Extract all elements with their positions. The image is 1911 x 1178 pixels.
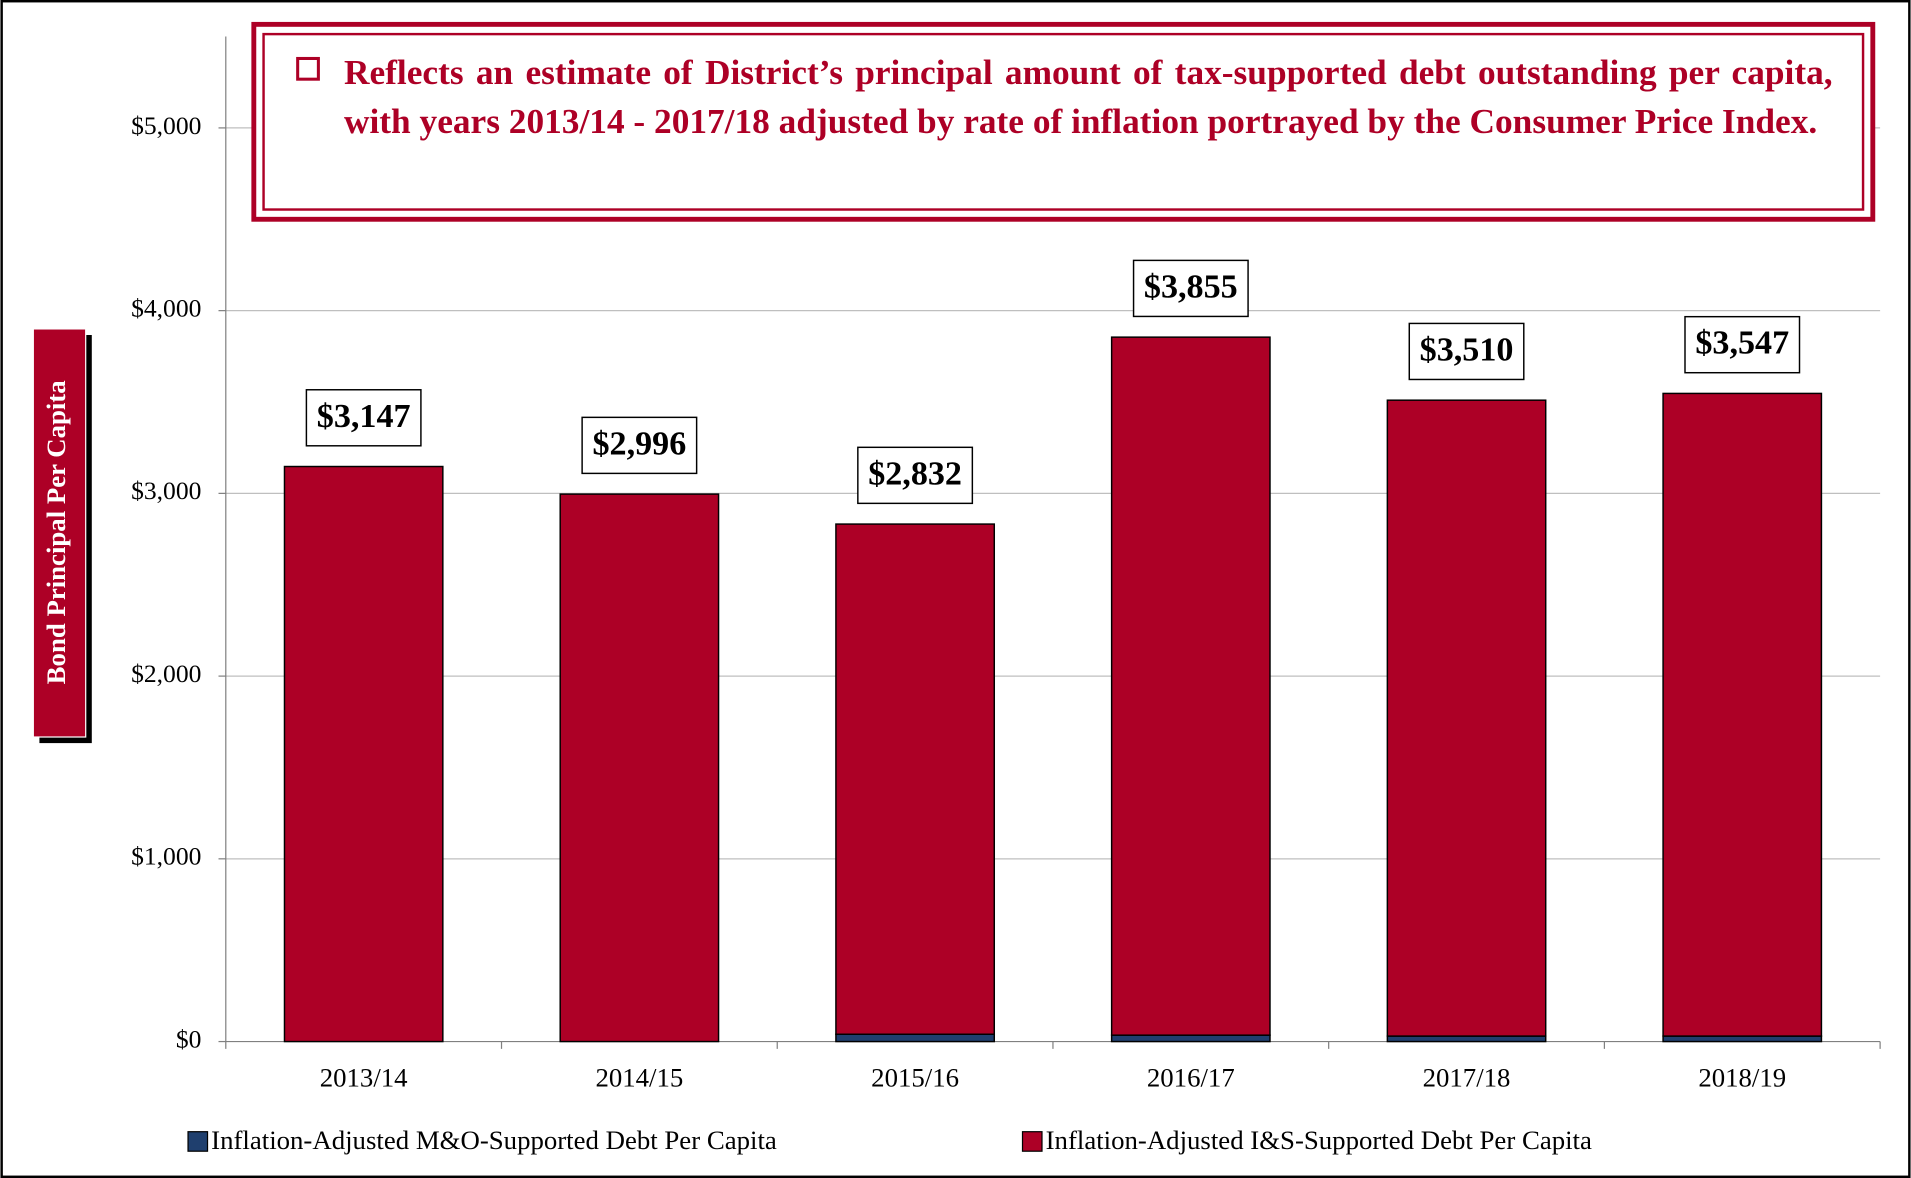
y-label-box bbox=[32, 328, 87, 738]
annotation-box bbox=[251, 21, 1876, 222]
y-tick-label: $3,000 bbox=[131, 476, 201, 505]
bar-segment bbox=[1110, 1034, 1271, 1043]
bar-segment bbox=[835, 523, 996, 1035]
bar-segment bbox=[1662, 392, 1823, 1037]
bar-segment bbox=[1386, 1035, 1547, 1043]
x-tick-label: 2015/16 bbox=[871, 1063, 959, 1093]
bar-segment bbox=[1662, 1035, 1823, 1043]
bar-segment bbox=[283, 465, 444, 1043]
annotation-box-inner bbox=[262, 32, 1865, 211]
data-label: $3,547 bbox=[1695, 325, 1789, 362]
legend-label: Inflation-Adjusted I&S-Supported Debt Pe… bbox=[1046, 1125, 1592, 1155]
data-label: $2,832 bbox=[868, 455, 962, 492]
bar-segment bbox=[1110, 336, 1271, 1036]
data-label: $3,147 bbox=[317, 398, 411, 435]
data-label: $3,855 bbox=[1144, 268, 1238, 305]
x-tick-label: 2018/19 bbox=[1698, 1063, 1786, 1093]
bar-segment bbox=[559, 493, 720, 1043]
data-label: $2,996 bbox=[592, 425, 686, 462]
data-label-box bbox=[305, 389, 422, 447]
y-tick-label: $4,000 bbox=[131, 294, 201, 323]
x-tick-label: 2016/17 bbox=[1147, 1063, 1235, 1093]
plot-area: $0 $1,000 $2,000 $3,000 $4,000 $5,000 2013/14 $… bbox=[131, 36, 1881, 1093]
data-label-box bbox=[857, 446, 974, 505]
x-tick-label: 2013/14 bbox=[320, 1063, 408, 1093]
bar-segment bbox=[835, 1033, 996, 1043]
legend-label: Inflation-Adjusted M&O-Supported Debt Pe… bbox=[211, 1125, 777, 1155]
data-label-box bbox=[1684, 315, 1801, 374]
x-tick-label: 2017/18 bbox=[1423, 1063, 1511, 1093]
y-tick-label: $0 bbox=[176, 1024, 202, 1053]
annotation-holder: Reflects an estimate of District’s princ… bbox=[343, 53, 1833, 142]
x-tick-label: 2014/15 bbox=[595, 1063, 683, 1093]
bar-segment bbox=[1386, 399, 1547, 1037]
data-label-box bbox=[581, 416, 698, 475]
legend-swatch bbox=[1021, 1131, 1043, 1152]
annotation-bullet bbox=[296, 56, 320, 81]
legend-swatch bbox=[187, 1131, 209, 1152]
y-tick-label: $2,000 bbox=[131, 659, 201, 688]
y-tick-label: $1,000 bbox=[131, 842, 201, 871]
data-label-box bbox=[1408, 322, 1525, 381]
data-label: $3,510 bbox=[1420, 331, 1514, 368]
y-axis-label: Bond Principal Per Capita bbox=[41, 380, 71, 684]
y-tick-label: $5,000 bbox=[131, 111, 201, 140]
data-label-box bbox=[1132, 259, 1249, 318]
annotation: Reflects an estimate of District’s princ… bbox=[343, 53, 1833, 142]
